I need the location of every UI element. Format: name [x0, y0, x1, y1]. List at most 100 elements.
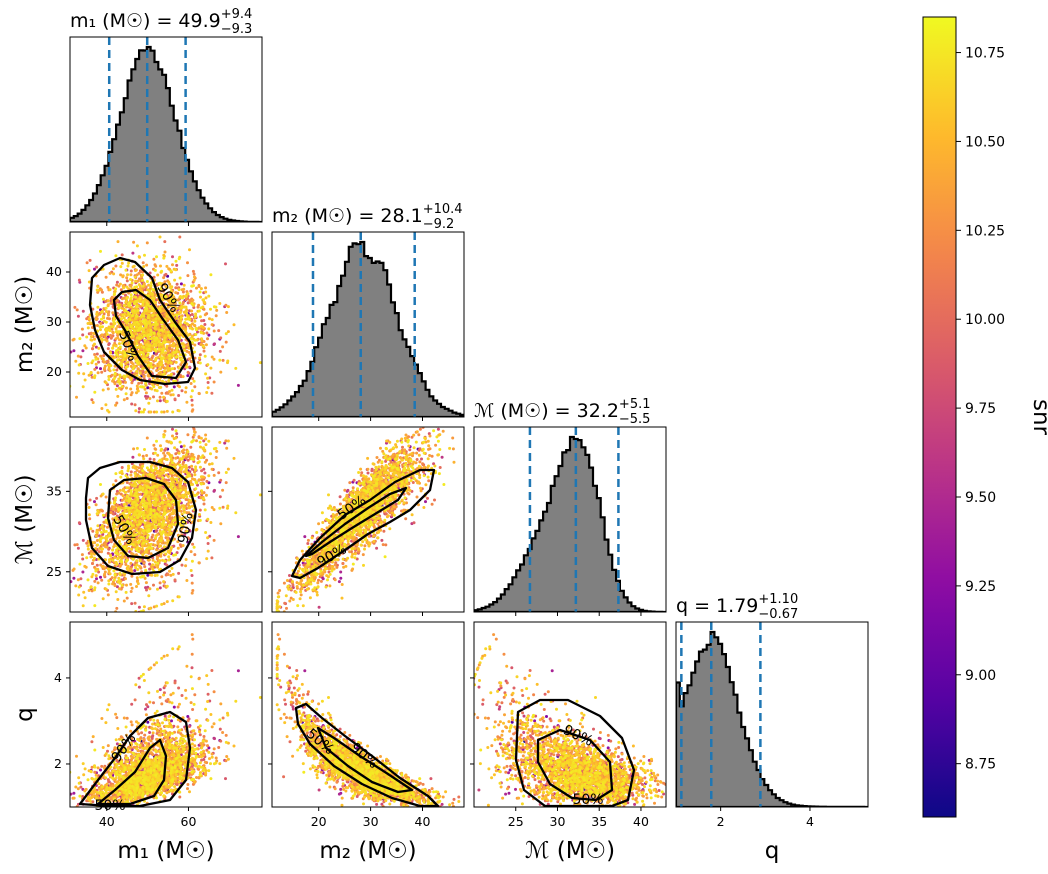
scatter-point [165, 481, 169, 485]
scatter-point [100, 370, 104, 374]
scatter-point [100, 290, 104, 294]
scatter-point [203, 508, 207, 512]
scatter-point [125, 276, 129, 280]
scatter-point [116, 240, 120, 244]
scatter-point [158, 581, 162, 585]
scatter-point [126, 273, 129, 277]
scatter-point [81, 538, 85, 542]
scatter-point [190, 335, 194, 338]
scatter-point [115, 503, 119, 507]
scatter-point [207, 327, 211, 331]
scatter-point [163, 366, 167, 370]
scatter-point [79, 577, 83, 581]
scatter-point [85, 541, 89, 545]
scatter-point [119, 563, 123, 567]
scatter-point [132, 447, 136, 451]
scatter-point [234, 366, 238, 370]
scatter-point [127, 542, 131, 546]
scatter-point [75, 308, 79, 312]
scatter-point [168, 303, 172, 307]
scatter-point [96, 305, 100, 309]
scatter-point [170, 511, 174, 515]
scatter-point [151, 340, 154, 344]
scatter-point [75, 543, 79, 547]
scatter-point [258, 493, 262, 497]
scatter-point [101, 388, 105, 392]
scatter-point [182, 283, 186, 287]
scatter-point [141, 327, 145, 331]
scatter-point [111, 558, 115, 562]
scatter-point [145, 263, 149, 267]
scatter-point [95, 324, 99, 327]
scatter-point [175, 333, 179, 337]
scatter-point [132, 309, 136, 313]
scatter-point [107, 582, 111, 586]
scatter-point [206, 517, 210, 521]
scatter-point [152, 443, 156, 447]
scatter-point [141, 273, 145, 277]
scatter-point [146, 334, 150, 338]
scatter-point [115, 401, 119, 405]
scatter-point [124, 563, 128, 566]
scatter-point [150, 473, 154, 477]
scatter-point [133, 329, 136, 333]
scatter-point [164, 552, 168, 556]
scatter-point [154, 264, 158, 268]
scatter-point [203, 471, 207, 475]
scatter-point [154, 320, 158, 324]
scatter-point [160, 410, 164, 414]
scatter-point [205, 479, 209, 483]
scatter-point [87, 506, 91, 509]
scatter-point [141, 330, 145, 334]
scatter-point [156, 556, 160, 559]
scatter-point [219, 370, 223, 374]
scatter-point [175, 448, 179, 452]
scatter-point [99, 575, 102, 579]
scatter-point [145, 436, 149, 440]
scatter-point [168, 471, 172, 475]
scatter-point [149, 329, 153, 332]
scatter-point [114, 403, 118, 407]
scatter-point [206, 363, 210, 367]
scatter-point [87, 269, 91, 273]
scatter-point [135, 285, 139, 289]
scatter-point [79, 355, 83, 359]
scatter-point [214, 456, 218, 459]
scatter-point [165, 314, 169, 318]
scatter-point [157, 491, 161, 495]
scatter-point [148, 490, 152, 494]
scatter-point [118, 488, 122, 492]
scatter-point [171, 427, 174, 431]
scatter-point [189, 550, 193, 554]
scatter-point [106, 525, 109, 529]
scatter-point [112, 343, 116, 347]
scatter-point [127, 464, 130, 468]
scatter-point [151, 314, 155, 317]
scatter-point [108, 560, 111, 564]
scatter-point [105, 310, 108, 313]
scatter-point [202, 446, 206, 450]
scatter-point [155, 336, 159, 340]
scatter-point [133, 291, 137, 295]
scatter-point [149, 281, 153, 285]
scatter-point [87, 373, 91, 377]
scatter-point [130, 299, 134, 303]
scatter-point [142, 532, 146, 536]
scatter-point [117, 342, 121, 346]
scatter-point [76, 354, 80, 358]
scatter-point [226, 467, 230, 471]
scatter-point [174, 360, 178, 364]
scatter-point [93, 390, 97, 394]
scatter-point [86, 544, 90, 548]
scatter-point [124, 526, 128, 530]
scatter-point [103, 570, 107, 574]
scatter-point [166, 361, 170, 365]
scatter-point [156, 489, 159, 492]
scatter-point [178, 276, 182, 280]
scatter-point [156, 332, 160, 336]
scatter-point [104, 275, 108, 279]
scatter-point [109, 554, 113, 558]
scatter-point [190, 313, 194, 316]
scatter-point [166, 475, 170, 478]
scatter-point [174, 268, 178, 272]
